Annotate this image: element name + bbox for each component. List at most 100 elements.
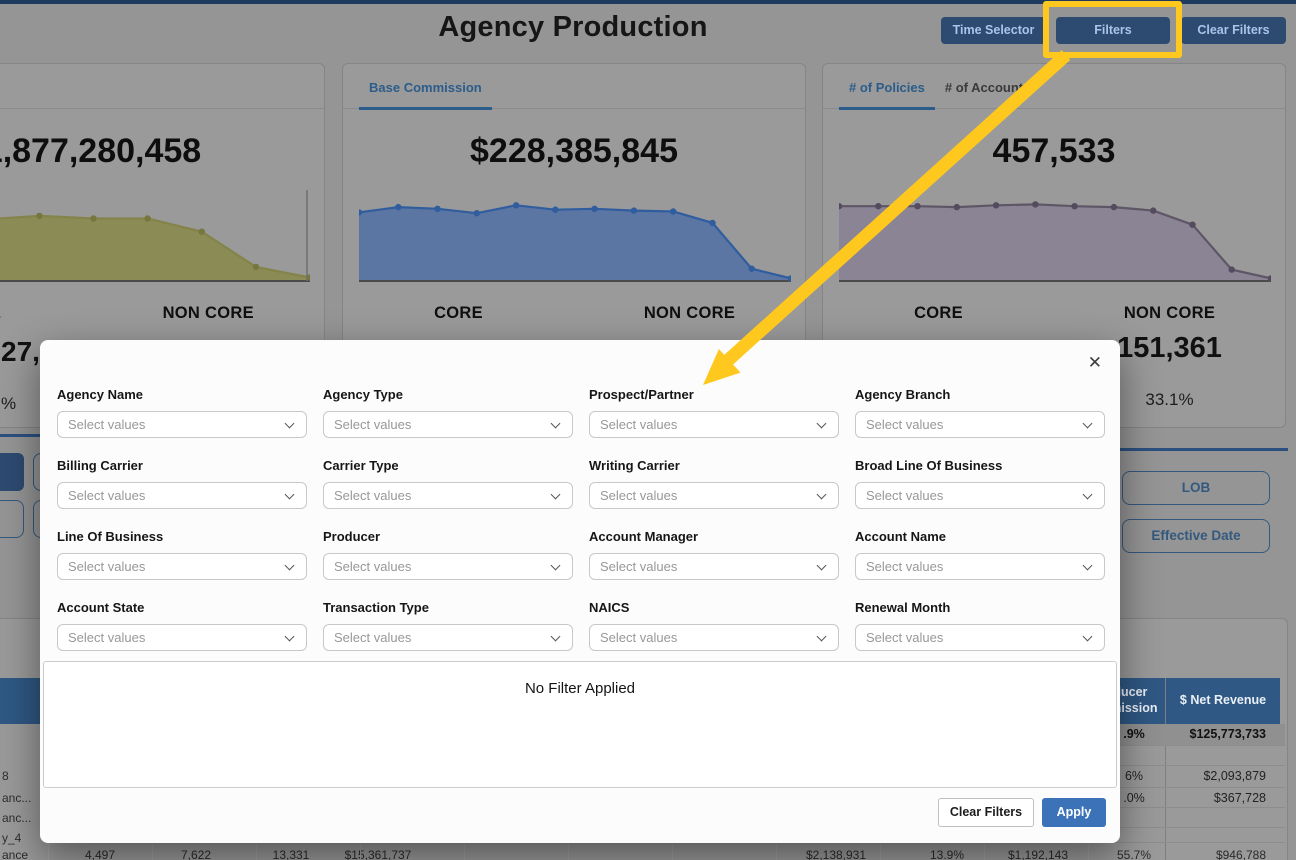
- table-cell: $2,138,931: [805, 848, 867, 860]
- close-icon[interactable]: ✕: [1087, 353, 1102, 372]
- table-cell: 13,331: [272, 848, 310, 860]
- filter-field-account-state: Account State Select values: [57, 600, 307, 651]
- account-name-dropdown[interactable]: Select values: [855, 553, 1105, 580]
- naics-dropdown[interactable]: Select values: [589, 624, 839, 651]
- clear-filters-button[interactable]: Clear Filters: [1181, 17, 1286, 44]
- filter-field-carrier-type: Carrier Type Select values: [323, 458, 573, 509]
- table-cell: 7,622: [180, 848, 212, 860]
- table-bottom-row[interactable]: ance 4,497 7,622 13,331 $15,361,737 $2,138,93…: [0, 844, 1296, 860]
- net-revenue-cell: $2,093,879: [1203, 769, 1266, 783]
- table-gridline: [672, 844, 673, 860]
- left-selected-button-fragment[interactable]: [0, 453, 24, 491]
- filter-label-renewal-month: Renewal Month: [855, 600, 951, 615]
- table-cell: 13.9%: [929, 848, 965, 860]
- filter-label-naics: NAICS: [589, 600, 630, 615]
- table-cell: $15,361,737: [344, 848, 412, 860]
- producer-dropdown[interactable]: Select values: [323, 553, 573, 580]
- filter-field-agency-name: Agency Name Select values: [57, 387, 307, 438]
- modal-clear-filters-button[interactable]: Clear Filters: [938, 798, 1034, 827]
- dropdown-placeholder: Select values: [334, 630, 412, 645]
- billing-carrier-dropdown[interactable]: Select values: [57, 482, 307, 509]
- filter-label-writing-carrier: Writing Carrier: [589, 458, 680, 473]
- dropdown-placeholder: Select values: [600, 630, 678, 645]
- filter-field-line-of-business: Line Of Business Select values: [57, 529, 307, 580]
- dropdown-placeholder: Select values: [866, 630, 944, 645]
- table-row-name: ance: [2, 848, 29, 860]
- dropdown-placeholder: Select values: [866, 559, 944, 574]
- card3-noncore-pct: 33.1%: [1145, 390, 1194, 409]
- table-gridline: [48, 844, 49, 860]
- filter-label-agency-name: Agency Name: [57, 387, 143, 402]
- table-row-name-fragment: anc...: [2, 811, 32, 825]
- carrier-type-dropdown[interactable]: Select values: [323, 482, 573, 509]
- renewal-month-dropdown[interactable]: Select values: [855, 624, 1105, 651]
- right-tabs-underline: [1120, 448, 1288, 451]
- dropdown-placeholder: Select values: [600, 488, 678, 503]
- dropdown-placeholder: Select values: [866, 488, 944, 503]
- dropdown-placeholder: Select values: [600, 559, 678, 574]
- table-header-net-revenue: $ Net Revenue: [1166, 678, 1280, 724]
- card3-noncore-value: 151,361: [1117, 332, 1222, 364]
- card3-value: 457,533: [992, 132, 1116, 170]
- filters-button[interactable]: Filters: [1056, 17, 1170, 44]
- agency-branch-dropdown[interactable]: Select values: [855, 411, 1105, 438]
- card2-tabs: Base Commission: [343, 64, 805, 110]
- filter-field-billing-carrier: Billing Carrier Select values: [57, 458, 307, 509]
- top-navy-strip: [0, 0, 1296, 4]
- net-revenue-cell: $125,773,733: [1189, 727, 1266, 741]
- filter-field-renewal-month: Renewal Month Select values: [855, 600, 1105, 651]
- agency-name-dropdown[interactable]: Select values: [57, 411, 307, 438]
- filter-field-agency-type: Agency Type Select values: [323, 387, 573, 438]
- account-manager-dropdown[interactable]: Select values: [589, 553, 839, 580]
- agency-type-dropdown[interactable]: Select values: [323, 411, 573, 438]
- dropdown-placeholder: Select values: [68, 417, 146, 432]
- table-header-left-fragment: [0, 678, 45, 724]
- table-row: [1055, 828, 1285, 843]
- left-tab-underline-fragment: [0, 434, 40, 437]
- filter-label-broad-line-of-business: Broad Line Of Business: [855, 458, 1003, 473]
- producer-commission-cell: 6%: [1124, 769, 1144, 783]
- broad-line-of-business-dropdown[interactable]: Select values: [855, 482, 1105, 509]
- dropdown-placeholder: Select values: [68, 630, 146, 645]
- filter-field-grid: Agency Name Select values Agency Type Selec…: [57, 387, 1105, 651]
- table-gridline: [256, 844, 257, 860]
- time-selector-button[interactable]: Time Selector: [941, 17, 1046, 44]
- producer-commission-cell: .0%: [1123, 791, 1145, 805]
- writing-carrier-dropdown[interactable]: Select values: [589, 482, 839, 509]
- prospect-partner-dropdown[interactable]: Select values: [589, 411, 839, 438]
- card2-area-chart: [359, 202, 791, 282]
- transaction-type-dropdown[interactable]: Select values: [323, 624, 573, 651]
- table-gridline: [1088, 844, 1089, 860]
- table-gridline: [776, 844, 777, 860]
- table-gridline: [880, 844, 881, 860]
- table-row: 6% $2,093,879: [1055, 766, 1285, 788]
- left-outlined-button-fragment-2[interactable]: [0, 500, 24, 538]
- net-revenue-cell: $367,728: [1213, 791, 1266, 805]
- modal-apply-button[interactable]: Apply: [1042, 798, 1106, 827]
- dropdown-placeholder: Select values: [866, 417, 944, 432]
- effective-date-button[interactable]: Effective Date: [1122, 519, 1270, 553]
- producer-commission-cell: .9%: [1123, 727, 1145, 741]
- dropdown-placeholder: Select values: [334, 559, 412, 574]
- table-cell: 55.7%: [1116, 848, 1152, 860]
- dropdown-placeholder: Select values: [600, 417, 678, 432]
- tab-of-policies[interactable]: # of Policies: [839, 64, 935, 110]
- filter-field-producer: Producer Select values: [323, 529, 573, 580]
- tab-of-accounts[interactable]: # of Accounts: [944, 80, 1031, 95]
- table-gridline: [568, 844, 569, 860]
- filter-label-producer: Producer: [323, 529, 381, 544]
- filter-field-agency-branch: Agency Branch Select values: [855, 387, 1105, 438]
- filter-label-transaction-type: Transaction Type: [323, 600, 429, 615]
- dropdown-placeholder: Select values: [68, 559, 146, 574]
- lob-button[interactable]: LOB: [1122, 471, 1270, 505]
- filter-field-naics: NAICS Select values: [589, 600, 839, 651]
- filter-label-line-of-business: Line Of Business: [57, 529, 164, 544]
- table-row: [1055, 746, 1285, 766]
- table-gridline: [464, 844, 465, 860]
- account-state-dropdown[interactable]: Select values: [57, 624, 307, 651]
- table-row-name-fragment: 8: [2, 769, 9, 783]
- card3-core-label: CORE: [914, 304, 963, 322]
- card1-noncore-label: NON CORE: [162, 304, 254, 322]
- tab-base-commission[interactable]: Base Commission: [359, 64, 492, 110]
- line-of-business-dropdown[interactable]: Select values: [57, 553, 307, 580]
